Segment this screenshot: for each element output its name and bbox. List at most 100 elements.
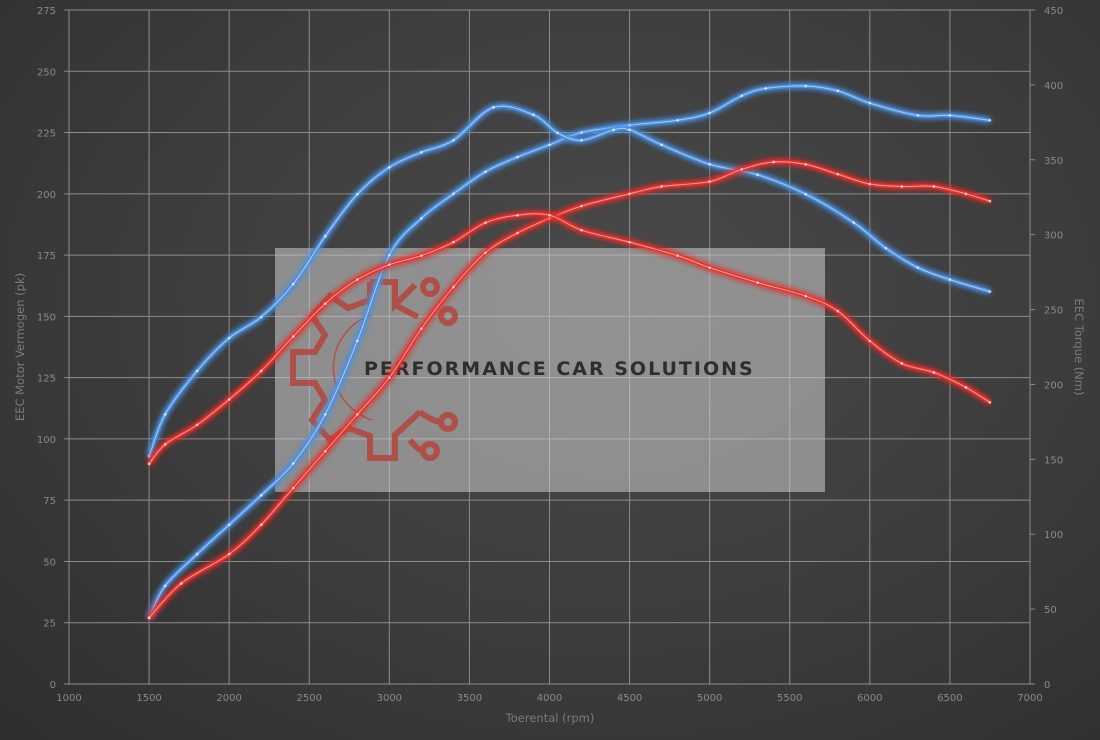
watermark-panel [275,248,825,492]
data-point [660,185,663,188]
data-point [580,139,583,142]
y2-tick-label: 100 [1044,530,1063,541]
y-tick-label: 50 [43,557,56,568]
data-point [884,246,888,250]
y-tick-label: 200 [37,190,56,201]
data-point [516,155,519,159]
data-point [227,398,231,401]
data-point [628,123,631,127]
data-point [740,168,743,171]
x-tick-label: 6000 [857,693,882,704]
y-tick-label: 100 [37,435,56,446]
data-point [420,217,423,220]
y-tick-label: 0 [50,680,56,691]
x-tick-label: 2500 [297,693,322,704]
series-torque-tuned [147,104,992,458]
data-point [804,294,808,298]
data-point [740,94,743,98]
data-point [932,371,936,374]
x-tick-label: 3000 [377,693,402,704]
series-highlight-torque-tuned [148,105,991,457]
series-highlight-power-tuned [148,85,991,619]
data-point [323,449,327,453]
data-point [628,128,631,132]
watermark: PERFORMANCE CAR SOLUTIONS [275,248,825,492]
data-point [291,282,295,286]
data-point [195,369,199,373]
y-tick-label: 150 [37,312,56,323]
data-point [916,266,920,269]
series-power-stock [147,159,992,620]
data-point [323,413,327,416]
data-point [916,114,920,117]
data-point [388,253,391,257]
data-point [388,165,391,169]
y-tick-label: 75 [43,496,56,507]
y-tick-label: 125 [37,374,56,385]
watermark-text: PERFORMANCE CAR SOLUTIONS [364,358,755,380]
data-point [147,462,151,466]
data-point [548,217,551,220]
data-point [179,582,183,585]
data-point [163,443,167,446]
data-point [804,163,808,166]
series-torque-stock [147,211,992,466]
y2-axis-title: EEC Torque (Nm) [1072,299,1086,396]
data-point [484,221,487,224]
y-tick-label: 250 [37,67,56,78]
data-point [516,213,519,217]
data-point [548,143,551,147]
data-point [708,180,711,183]
data-point [932,185,936,188]
data-point [964,192,968,196]
data-point [964,386,968,389]
data-point [988,199,992,203]
data-point [484,251,487,254]
x-axis-title: Toerental (rpm) [505,711,595,725]
data-point [628,192,631,196]
series-group [147,83,992,620]
data-point [195,552,199,556]
y2-tick-label: 400 [1044,81,1063,92]
data-point [356,413,359,416]
data-point [612,128,615,132]
data-point [804,84,808,88]
data-point [452,285,455,289]
data-point [516,231,519,235]
x-tick-label: 4500 [617,693,642,704]
data-point [452,192,455,196]
data-point [291,335,295,338]
data-point [708,266,711,269]
tick-labels: 1000 1500 2000 2500 3000 3500 4000 4500 5000 5500… [37,6,1063,704]
data-point [836,172,840,176]
data-point [868,339,872,343]
series-highlight-power-stock [148,161,991,619]
data-point [388,376,391,379]
data-point [163,584,167,588]
data-point [323,234,327,238]
y2-tick-label: 200 [1044,380,1063,391]
x-tick-label: 3500 [457,693,482,704]
data-point [227,523,231,526]
data-point [988,118,992,122]
data-point [708,162,711,166]
gear-logo-icon [290,277,458,461]
y-tick-label: 175 [37,251,56,262]
data-point [259,369,263,373]
data-point [356,192,359,196]
data-point [147,455,151,458]
data-point [195,423,199,427]
x-tick-label: 5000 [697,693,722,704]
x-tick-label: 1000 [56,693,81,704]
data-point [291,462,295,465]
data-point [900,362,904,365]
data-point [988,401,992,404]
data-point [492,106,495,109]
data-point [259,523,263,526]
data-point [988,290,992,293]
data-point [804,192,808,196]
data-point [628,240,631,244]
data-point [852,221,856,224]
data-point [868,182,872,186]
